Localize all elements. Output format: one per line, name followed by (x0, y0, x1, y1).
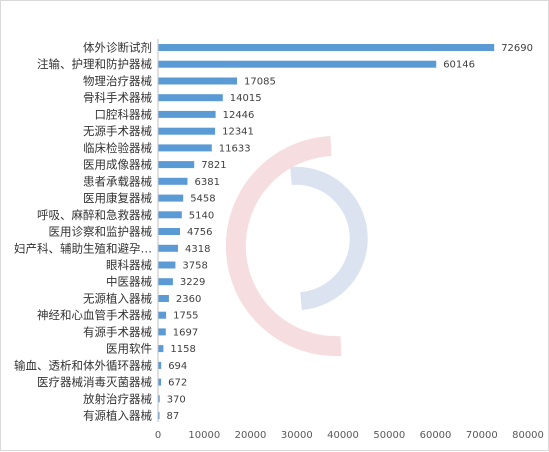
data-label: 672 (168, 378, 187, 389)
x-axis-ticks: 0 10000 20000 30000 40000 50000 60000 70000 8000… (155, 430, 544, 441)
data-label: 17085 (244, 77, 276, 88)
data-label: 60146 (443, 60, 475, 71)
category-label: 放射治疗器械 (83, 392, 152, 406)
bar (158, 378, 162, 386)
data-label: 12341 (222, 127, 254, 138)
data-label: 72690 (501, 43, 533, 54)
x-tick-label: 80000 (512, 430, 544, 441)
bar (158, 194, 184, 202)
bar (158, 244, 178, 252)
data-label: 4318 (185, 244, 210, 255)
bar (158, 412, 160, 420)
data-label: 87 (167, 411, 180, 422)
category-label: 医用成像器械 (83, 158, 152, 172)
category-label: 医用康复器械 (83, 191, 152, 205)
bars-layer (158, 44, 495, 420)
bar (158, 278, 173, 286)
x-tick-label: 30000 (281, 430, 313, 441)
category-label: 无源手术器械 (83, 124, 152, 138)
category-label: 有源手术器械 (83, 325, 152, 339)
data-label: 3229 (180, 277, 205, 288)
x-tick-label: 40000 (327, 430, 359, 441)
bar (158, 177, 188, 185)
x-tick-label: 70000 (466, 430, 498, 441)
category-label: 医用诊察和监护器械 (49, 225, 153, 239)
category-label: 注输、护理和防护器械 (37, 57, 152, 71)
x-tick-label: 10000 (188, 430, 220, 441)
bar (158, 311, 167, 319)
category-label: 医疗器械消毒灭菌器械 (37, 375, 152, 389)
category-label: 患者承载器械 (83, 174, 152, 188)
category-label: 医用软件 (106, 342, 152, 356)
data-label: 1158 (170, 344, 195, 355)
category-label: 物理治疗器械 (83, 74, 152, 88)
x-tick-label: 50000 (373, 430, 405, 441)
data-label: 2360 (176, 294, 201, 305)
category-label: 临床检验器械 (83, 141, 152, 155)
data-label: 11633 (219, 143, 251, 154)
category-label: 无源植入器械 (83, 292, 152, 306)
bar (158, 144, 212, 152)
category-label: 有源植入器械 (83, 409, 152, 423)
category-label: 呼吸、麻醉和急救器械 (37, 208, 152, 222)
data-label: 5140 (189, 210, 214, 221)
x-tick-label: 0 (155, 430, 161, 441)
data-label: 694 (168, 361, 187, 372)
watermark-logo (225, 136, 368, 357)
bar (158, 261, 176, 269)
x-tick-label: 20000 (235, 430, 267, 441)
data-label: 370 (167, 394, 186, 405)
bar (158, 328, 166, 336)
data-label: 4756 (187, 227, 212, 238)
category-labels: 体外诊断试剂注输、护理和防护器械物理治疗器械骨科手术器械口腔科器械无源手术器械临… (14, 41, 152, 423)
category-label: 体外诊断试剂 (83, 41, 152, 55)
category-label: 口腔科器械 (95, 107, 153, 121)
data-label: 1755 (173, 311, 198, 322)
bar (158, 110, 216, 118)
x-tick-label: 60000 (420, 430, 452, 441)
category-label: 输血、透析和体外循环器械 (14, 358, 152, 372)
data-label: 3758 (182, 261, 207, 272)
bar (158, 211, 182, 219)
bar (158, 127, 216, 135)
data-label: 5458 (190, 194, 215, 205)
data-label: 6381 (195, 177, 220, 188)
category-label: 妇产科、辅助生殖和避孕… (14, 241, 152, 255)
data-label: 1697 (173, 327, 198, 338)
bar (158, 361, 162, 369)
bar (158, 228, 180, 235)
data-label: 7821 (201, 160, 226, 171)
bar (158, 77, 237, 85)
bar (158, 94, 223, 102)
value-labels: 72690 60146 17085 14015 12446 12341 11633 7821 6… (167, 43, 534, 422)
bar (158, 395, 160, 403)
bar (158, 60, 437, 68)
category-label: 神经和心血管手术器械 (37, 308, 152, 322)
data-label: 14015 (230, 93, 262, 104)
category-label: 眼科器械 (106, 258, 152, 272)
data-label: 12446 (223, 110, 255, 121)
category-label: 骨科手术器械 (83, 91, 152, 105)
bar (158, 44, 495, 51)
category-label: 中医器械 (106, 275, 152, 289)
bar (158, 345, 164, 353)
bar (158, 295, 169, 302)
bar (158, 161, 195, 169)
